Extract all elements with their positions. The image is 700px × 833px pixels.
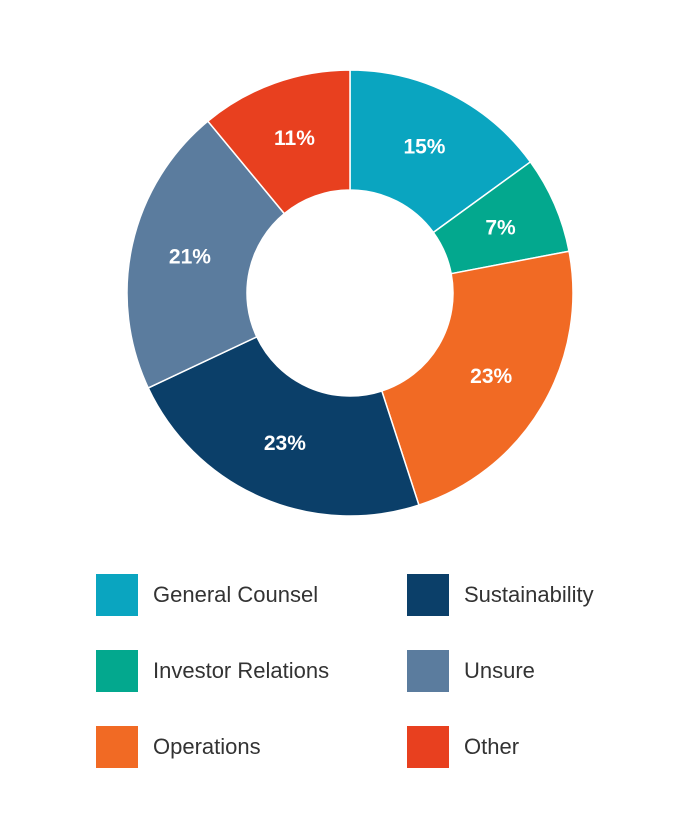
legend-item-other: Other xyxy=(407,726,519,768)
donut-chart: 15% 7% 23% 23% 21% 11% xyxy=(126,69,574,517)
legend-item-operations: Operations xyxy=(96,726,261,768)
legend-item-sustainability: Sustainability xyxy=(407,574,594,616)
slice-unsure xyxy=(126,120,286,389)
legend-item-general-counsel: General Counsel xyxy=(96,574,318,616)
donut-slices xyxy=(126,69,574,517)
legend-label: Operations xyxy=(153,734,261,759)
legend-label: Investor Relations xyxy=(153,658,330,683)
legend-swatch xyxy=(407,574,449,616)
slice-label-investor-relations: 7% xyxy=(485,216,516,239)
legend-item-investor-relations: Investor Relations xyxy=(96,650,329,692)
legend-label: Unsure xyxy=(464,658,535,683)
legend-label: Other xyxy=(464,734,520,759)
legend-label: Sustainability xyxy=(464,582,594,607)
legend-swatch xyxy=(96,574,138,616)
slice-label-other: 11% xyxy=(274,127,315,150)
legend-swatch xyxy=(407,650,449,692)
slice-label-unsure: 21% xyxy=(169,246,211,269)
legend-swatch xyxy=(96,726,138,768)
slice-label-operations: 23% xyxy=(470,365,512,388)
slice-operations xyxy=(380,250,574,507)
legend-item-unsure: Unsure xyxy=(407,650,535,692)
legend: General Counsel Investor Relations Opera… xyxy=(96,574,656,774)
slice-general-counsel xyxy=(349,69,532,234)
slice-sustainability xyxy=(147,335,420,517)
slice-label-general-counsel: 15% xyxy=(403,135,445,158)
slice-other xyxy=(206,69,351,215)
legend-swatch xyxy=(407,726,449,768)
legend-label: General Counsel xyxy=(153,582,319,607)
slice-label-sustainability: 23% xyxy=(264,432,306,455)
donut-labels: 15% 7% 23% 23% 21% 11% xyxy=(169,127,516,455)
legend-swatch xyxy=(96,650,138,692)
